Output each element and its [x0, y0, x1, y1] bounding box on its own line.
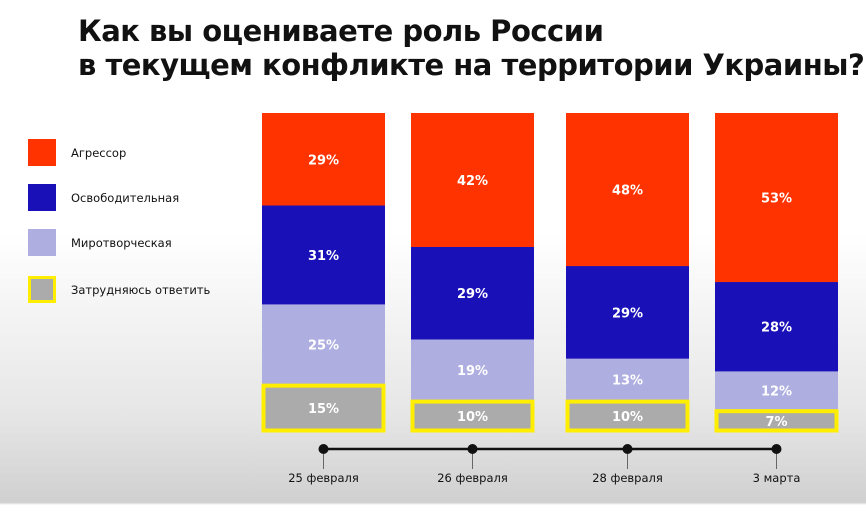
legend-swatch — [28, 139, 56, 166]
bar-segment — [566, 113, 689, 267]
data-label: 13% — [612, 373, 643, 388]
legend-swatch — [28, 229, 56, 256]
bar-segment — [715, 113, 838, 283]
chart-title: Как вы оцениваете роль России в текущем … — [78, 14, 865, 82]
bar-segment — [411, 113, 534, 248]
data-label: 28% — [761, 321, 792, 336]
timeline-dot — [318, 444, 329, 454]
date-label: 26 февраля — [437, 471, 508, 485]
bar-segment — [261, 383, 386, 433]
date-label: 3 марта — [753, 471, 801, 485]
bar-segment — [566, 358, 689, 401]
legend-item: Освободительная — [28, 184, 179, 211]
title-line-2: в текущем конфликте на территории Украин… — [78, 48, 865, 82]
legend-swatch — [28, 184, 56, 211]
data-label: 7% — [765, 415, 787, 430]
data-label: 19% — [457, 364, 488, 379]
bar-segment — [715, 371, 838, 411]
timeline-dot — [467, 444, 478, 454]
data-label: 10% — [612, 410, 643, 425]
bar-segment — [715, 282, 838, 372]
data-label: 53% — [761, 192, 792, 207]
data-label: 48% — [612, 184, 643, 199]
date-label: 28 февраля — [592, 471, 663, 485]
timeline-dot — [771, 444, 782, 454]
bar-segment — [566, 266, 689, 360]
bar-segment — [262, 304, 385, 385]
data-label: 31% — [308, 249, 339, 264]
legend-item: Затрудняюсь ответить — [28, 276, 210, 303]
data-label: 15% — [308, 402, 339, 417]
data-label: 29% — [308, 153, 339, 168]
legend-label: Агрессор — [71, 145, 127, 160]
timeline-dot — [622, 444, 633, 454]
bar-segment — [714, 409, 839, 433]
bar-segment — [410, 399, 535, 433]
bar-segment — [262, 113, 385, 207]
data-label: 10% — [457, 410, 488, 425]
data-label: 12% — [761, 385, 792, 400]
data-label: 29% — [612, 306, 643, 321]
bar-segment — [411, 246, 534, 340]
data-label: 42% — [457, 174, 488, 189]
legend-label: Затрудняюсь ответить — [71, 282, 211, 297]
bar-segment — [411, 339, 534, 401]
bar-segment — [262, 205, 385, 305]
data-label: 29% — [457, 287, 488, 302]
date-label: 25 февраля — [288, 471, 359, 485]
bar-segment — [565, 399, 690, 433]
legend-label: Освободительная — [71, 190, 180, 205]
title-line-1: Как вы оцениваете роль России — [78, 14, 604, 48]
legend-item: Агрессор — [28, 139, 126, 166]
legend-item: Миротворческая — [28, 229, 172, 256]
legend-label: Миротворческая — [71, 235, 172, 250]
legend-swatch — [28, 276, 56, 303]
data-label: 25% — [308, 338, 339, 353]
